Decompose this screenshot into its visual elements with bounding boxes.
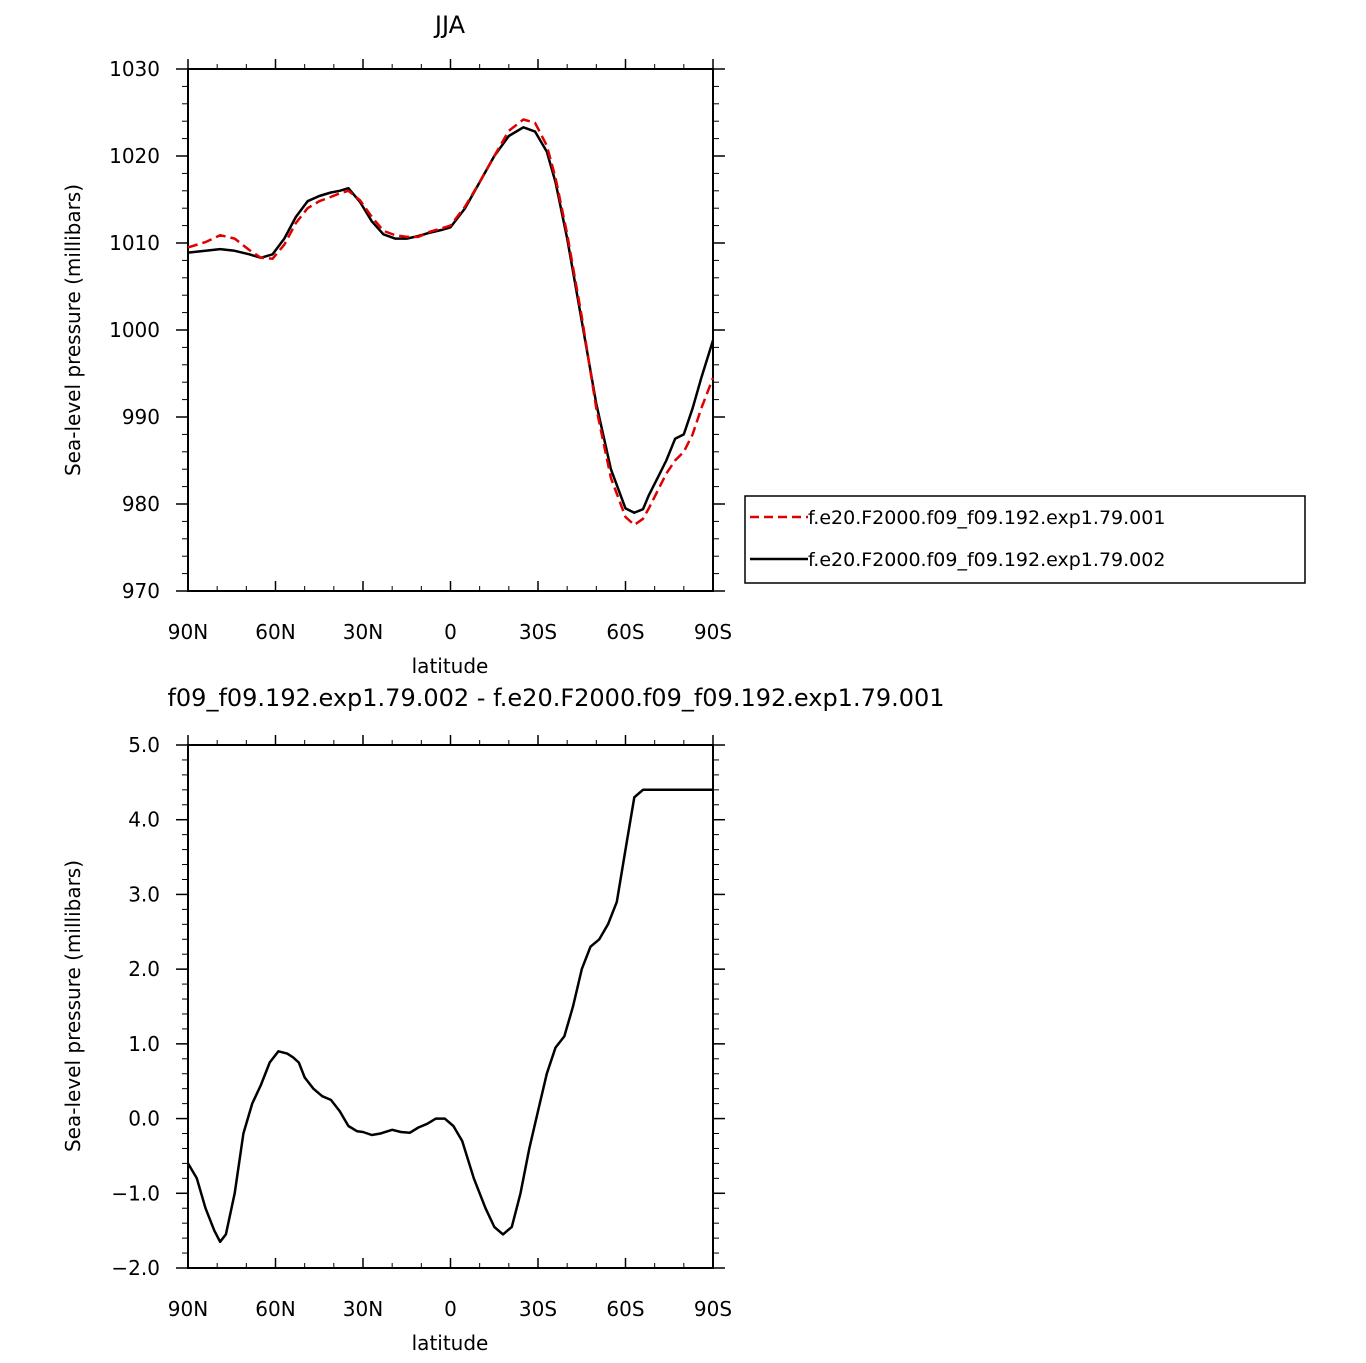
y-tick-label: 1020 [109,144,160,168]
x-tick-label: 30S [519,620,557,644]
top-axes: 90N 60N 30N 0 30S 60S 90S 970 980 990 1000 1010 1020… [109,57,732,644]
x-tick-label: 60S [606,620,644,644]
x-tick-label: 30N [343,1297,383,1321]
top-panel: JJA 90N 60N 30N 0 30S 60S 90S 970 980 990 1000 1010… [61,11,732,678]
bottom-axes: 90N 60N 30N 0 30S 60S 90S −2.0 −1.0 0.0 1.0 2.0 3.0 4… [111,733,732,1321]
bottom-chart-title: f09_f09.192.exp1.79.002 - f.e20.F2000.f0… [167,684,944,712]
bottom-panel: f09_f09.192.exp1.79.002 - f.e20.F2000.f0… [61,684,945,1355]
y-tick-label: 1030 [109,57,160,81]
x-tick-label: 90N [168,620,208,644]
y-tick-label: 2.0 [128,957,160,981]
x-tick-label: 30S [519,1297,557,1321]
y-tick-label: 3.0 [128,882,160,906]
series-line-1 [187,118,715,527]
y-tick-label: 970 [122,579,160,603]
y-tick-label: 990 [122,405,160,429]
top-x-axis-label: latitude [412,654,489,678]
y-tick-label: 1000 [109,318,160,342]
x-tick-label: 0 [444,1297,457,1321]
x-tick-label: 90S [694,620,732,644]
y-tick-label: 0.0 [128,1107,160,1131]
y-tick-label: 1010 [109,231,160,255]
plot-frame [187,744,714,1269]
bottom-y-axis-label: Sea-level pressure (millibars) [61,860,85,1152]
x-tick-label: 90N [168,1297,208,1321]
x-tick-label: 30N [343,620,383,644]
top-chart-title: JJA [433,11,466,39]
x-tick-label: 60N [255,1297,295,1321]
x-tick-label: 0 [444,620,457,644]
x-tick-label: 90S [694,1297,732,1321]
y-tick-label: 4.0 [128,808,160,832]
series-line-1 [186,788,713,1244]
y-tick-label: −2.0 [111,1256,160,1280]
legend-label-series-1: f.e20.F2000.f09_f09.192.exp1.79.001 [808,507,1165,529]
top-series-group [187,118,715,527]
y-tick-label: −1.0 [111,1181,160,1205]
y-tick-label: 1.0 [128,1032,160,1056]
y-tick-label: 980 [122,492,160,516]
series-line-2 [187,126,715,514]
bottom-x-axis-label: latitude [412,1331,489,1355]
x-tick-label: 60N [255,620,295,644]
legend-label-series-2: f.e20.F2000.f09_f09.192.exp1.79.002 [808,549,1165,571]
bottom-series-group [186,788,713,1244]
x-tick-label: 60S [606,1297,644,1321]
y-tick-label: 5.0 [128,733,160,757]
top-y-axis-label: Sea-level pressure (millibars) [61,184,85,476]
legend-box [744,495,1306,584]
legend: f.e20.F2000.f09_f09.192.exp1.79.001 f.e2… [744,495,1306,584]
